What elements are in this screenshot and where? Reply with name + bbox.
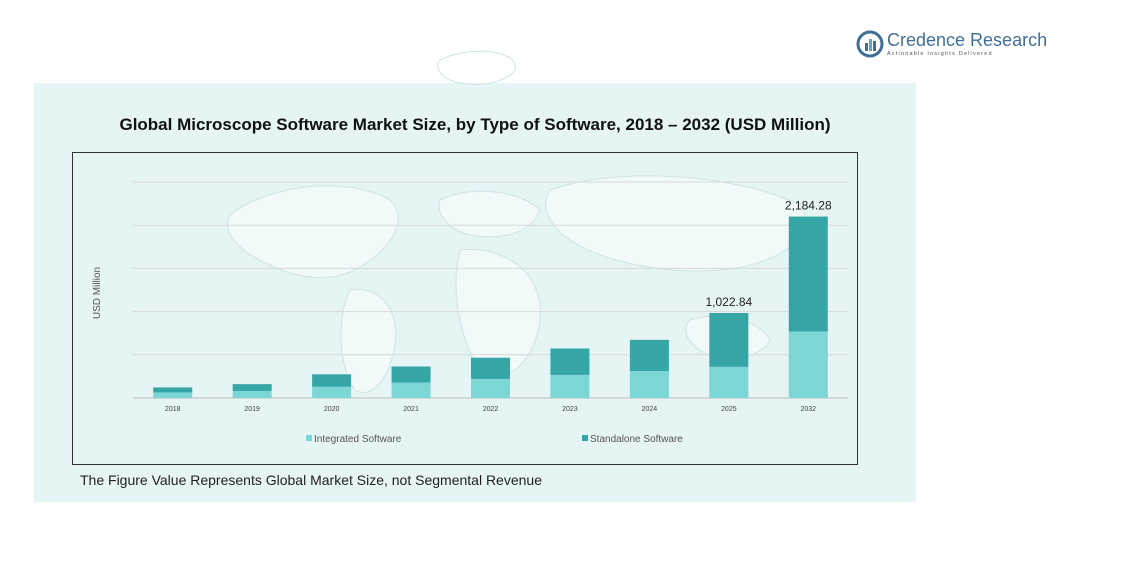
map-continent-shape-6 [437, 50, 516, 85]
x-tick-label: 2025 [721, 406, 737, 413]
x-tick-label: 2018 [165, 406, 181, 413]
map-continent-shape-1 [340, 288, 397, 394]
world-map-watermark [227, 50, 806, 394]
map-continent-shape-2 [438, 190, 541, 238]
bar-segment-standalone-2021 [391, 366, 431, 383]
x-tick-label: 2024 [642, 406, 658, 413]
bar-segment-standalone-2024 [629, 339, 669, 371]
chart-title: Global Microscope Software Market Size, … [119, 115, 831, 134]
bar-segment-integrated-2018 [153, 392, 193, 398]
bar-segment-integrated-2022 [471, 378, 510, 398]
legend-swatch [582, 435, 588, 441]
bar-segment-integrated-2021 [391, 382, 431, 398]
bar-segment-standalone-2022 [471, 357, 510, 379]
x-tick-label: 2032 [800, 406, 816, 413]
legend-swatch [306, 435, 312, 441]
bar-chart-circle-logo-icon [856, 30, 884, 58]
bar-segment-standalone-2032 [788, 216, 828, 332]
data-labels: 1,022.84 2,184.28 [705, 199, 831, 309]
data-label-2032: 2,184.28 [785, 199, 832, 213]
bar-segment-integrated-2025 [709, 366, 749, 398]
bar-segment-integrated-2024 [629, 371, 669, 398]
bar-segment-integrated-2023 [550, 374, 590, 398]
bars [153, 216, 828, 398]
x-tick-label: 2020 [324, 406, 340, 413]
bar-segment-standalone-2018 [153, 387, 193, 393]
map-continent-shape-0 [227, 185, 399, 278]
legend: Integrated Software Standalone Software [306, 434, 683, 445]
x-tick-label: 2023 [562, 406, 578, 413]
x-tick-labels: 2018 2019 2020 2021 2022 2023 2024 2025 2032 [165, 406, 816, 413]
bar-segment-standalone-2019 [232, 384, 272, 391]
x-tick-label: 2019 [244, 406, 260, 413]
x-tick-label: 2021 [403, 406, 419, 413]
data-label-2025: 1,022.84 [705, 295, 752, 309]
footnote: The Figure Value Represents Global Marke… [80, 472, 542, 488]
legend-label: Standalone Software [590, 434, 683, 445]
logo-tagline: Actionable Insights Delivered [887, 51, 993, 57]
bar-segment-standalone-2020 [312, 374, 352, 387]
bar-segment-integrated-2020 [312, 386, 352, 398]
logo-name: Credence Research [887, 30, 1048, 50]
company-logo: Credence Research Actionable Insights De… [856, 30, 1048, 62]
x-tick-label: 2022 [483, 406, 499, 413]
legend-label: Integrated Software [314, 434, 402, 445]
bar-segment-integrated-2019 [232, 390, 272, 398]
y-axis-label: USD Million [92, 267, 103, 319]
plot-frame [72, 152, 858, 465]
bar-segment-standalone-2025 [709, 313, 749, 367]
map-continent-shape-4 [545, 175, 806, 272]
bar-segment-integrated-2032 [788, 331, 828, 398]
bar-segment-standalone-2023 [550, 348, 590, 375]
